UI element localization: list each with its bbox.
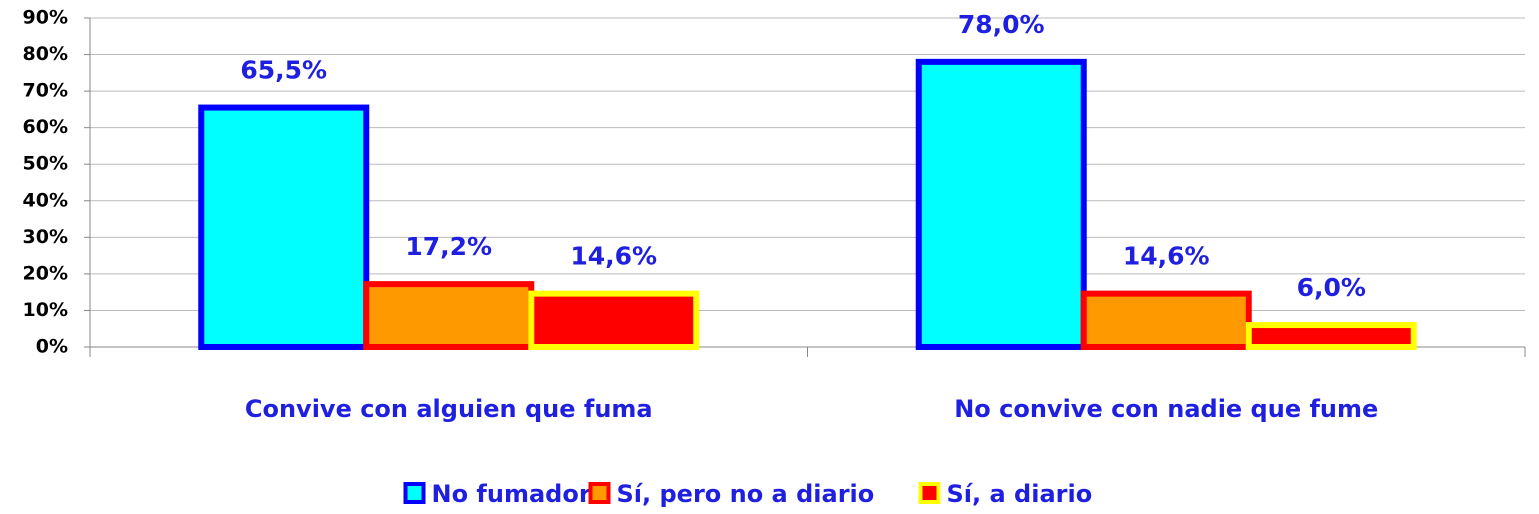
bar — [528, 290, 700, 350]
y-tick-label: 10% — [23, 299, 68, 321]
x-tick-label: No convive con nadie que fume — [954, 395, 1378, 423]
x-tick-label: Convive con alguien que fuma — [245, 395, 653, 423]
y-tick-label: 90% — [23, 7, 68, 29]
data-label: 78,0% — [958, 10, 1045, 39]
y-tick-label: 0% — [36, 336, 68, 358]
bar — [363, 281, 535, 351]
y-tick-label: 80% — [23, 43, 68, 65]
legend-swatch — [588, 482, 611, 504]
legend-label: Sí, pero no a diario — [617, 480, 875, 508]
legend-swatch — [403, 482, 426, 504]
bar — [1080, 290, 1252, 350]
y-tick-label: 40% — [23, 189, 68, 211]
y-tick-label: 70% — [23, 80, 68, 102]
bar — [915, 58, 1087, 350]
data-label: 6,0% — [1297, 273, 1366, 302]
y-tick-label: 50% — [23, 153, 68, 175]
legend-label: Sí, a diario — [947, 480, 1093, 508]
y-tick-label: 60% — [23, 116, 68, 138]
y-tick-label: 30% — [23, 226, 68, 248]
data-label: 14,6% — [1123, 242, 1210, 271]
legend-label: No fumador — [432, 480, 591, 508]
bar — [198, 104, 370, 350]
y-tick-label: 20% — [23, 262, 68, 284]
data-label: 14,6% — [570, 242, 657, 271]
data-label: 65,5% — [240, 56, 327, 85]
data-label: 17,2% — [405, 232, 492, 261]
legend-swatch — [918, 482, 941, 504]
bar — [1245, 322, 1417, 351]
